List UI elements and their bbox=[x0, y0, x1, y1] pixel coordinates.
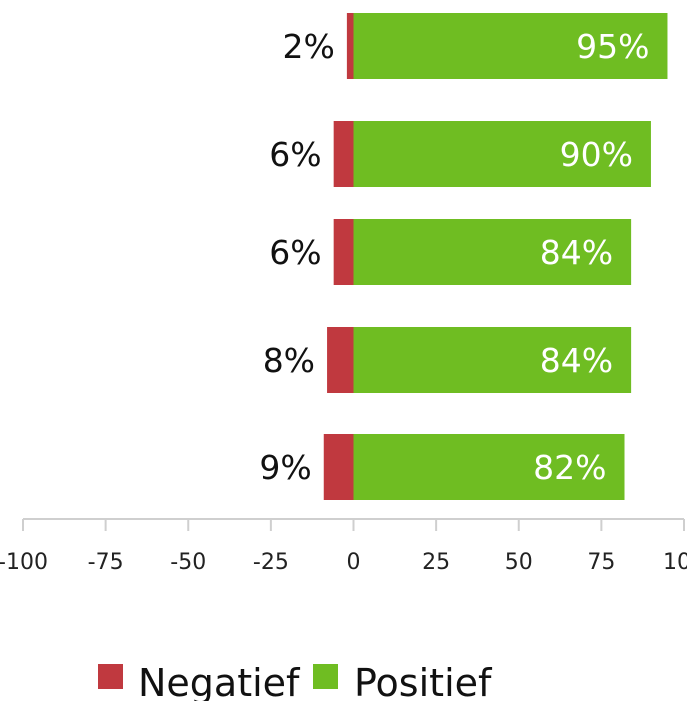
legend: Negatief Positief bbox=[98, 661, 493, 701]
data-label-positief: 84% bbox=[540, 233, 613, 272]
data-label-positief: 90% bbox=[560, 135, 633, 174]
x-tick-label: 25 bbox=[422, 550, 450, 575]
bar-positief bbox=[353, 219, 632, 285]
data-label-negatief: 8% bbox=[263, 341, 315, 380]
x-tick-label: 75 bbox=[587, 550, 615, 575]
x-tick-label: -100 bbox=[0, 550, 48, 575]
bar-negatief bbox=[323, 434, 354, 500]
legend-swatch-positief bbox=[313, 664, 338, 689]
data-label-negatief: 6% bbox=[269, 135, 321, 174]
data-label-positief: 95% bbox=[576, 27, 649, 66]
x-tick-label: 100 bbox=[663, 550, 687, 575]
x-tick-label: -25 bbox=[253, 550, 289, 575]
data-label-positief: 82% bbox=[533, 448, 606, 487]
x-tick-label: -50 bbox=[170, 550, 206, 575]
data-label-positief: 84% bbox=[540, 341, 613, 380]
legend-label-negatief: Negatief bbox=[138, 661, 301, 701]
bars-layer: 2% 95% 6% 90% 6% 84% 8% 84% 9% 82% bbox=[259, 13, 668, 500]
data-label-negatief: 6% bbox=[269, 233, 321, 272]
bar-positief bbox=[353, 434, 625, 500]
data-label-negatief: 9% bbox=[259, 448, 311, 487]
bar-positief bbox=[353, 327, 632, 393]
bar-negatief bbox=[346, 13, 354, 79]
x-axis: -100 -75 -50 -25 0 25 50 75 100 bbox=[0, 518, 687, 575]
x-tick-label: 0 bbox=[347, 550, 361, 575]
data-label-negatief: 2% bbox=[283, 27, 335, 66]
bar-positief bbox=[353, 13, 668, 79]
bar-negatief bbox=[327, 327, 354, 393]
legend-swatch-negatief bbox=[98, 664, 123, 689]
bar-negatief bbox=[333, 121, 354, 187]
x-tick-label: 50 bbox=[505, 550, 533, 575]
bar-positief bbox=[353, 121, 651, 187]
x-tick-label: -75 bbox=[88, 550, 124, 575]
bar-negatief bbox=[333, 219, 354, 285]
legend-label-positief: Positief bbox=[354, 661, 493, 701]
